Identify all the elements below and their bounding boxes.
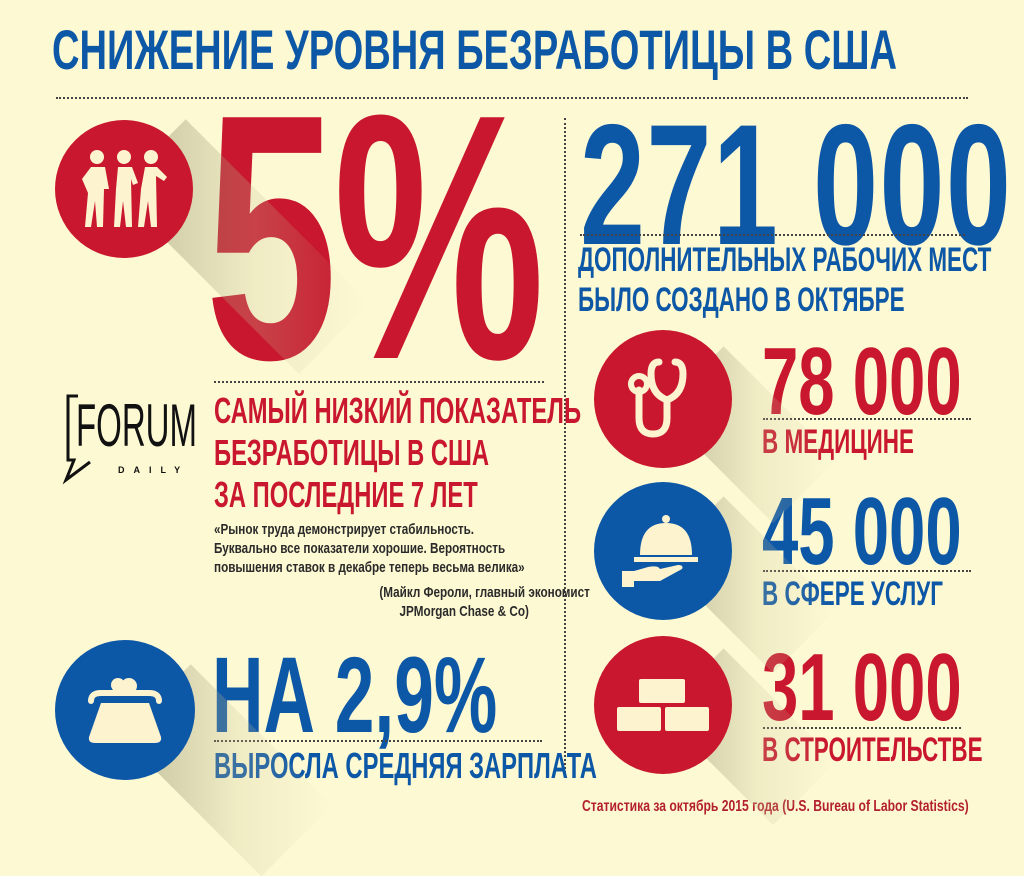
value-divider bbox=[763, 727, 961, 729]
value-divider bbox=[763, 570, 971, 572]
jobs-created-value: 271 000 bbox=[580, 89, 1013, 281]
sector-value: 31 000 bbox=[762, 634, 962, 741]
caption-line: БЕЗРАБОТИЦЫ В США bbox=[214, 432, 490, 473]
salary-growth-value: НА 2,9% bbox=[212, 634, 498, 755]
sector-label: В СФЕРЕ УСЛУГ bbox=[762, 575, 943, 613]
title-divider bbox=[56, 97, 968, 99]
speech-bubble-icon bbox=[62, 394, 91, 485]
caption-line: ЗА ПОСЛЕДНИЕ 7 ЛЕТ bbox=[214, 474, 478, 515]
caption-line: БЫЛО СОЗДАНО В ОКТЯБРЕ bbox=[578, 281, 905, 319]
page-title: СНИЖЕНИЕ УРОВНЯ БЕЗРАБОТИЦЫ В США bbox=[52, 18, 898, 81]
sector-value: 45 000 bbox=[762, 478, 962, 585]
quote-line: Буквально все показатели хорошие. Вероят… bbox=[214, 540, 506, 557]
salary-caption: ВЫРОСЛА СРЕДНЯЯ ЗАРПЛАТА bbox=[214, 745, 597, 786]
unemployment-rate-value: 5% bbox=[205, 42, 545, 433]
stethoscope-icon bbox=[594, 330, 732, 468]
caption-line: ДОПОЛНИТЕЛЬНЫХ РАБОЧИХ МЕСТ bbox=[578, 241, 992, 279]
caption-line: САМЫЙ НИЗКИЙ ПОКАЗАТЕЛЬ bbox=[214, 390, 582, 431]
value-divider bbox=[763, 418, 971, 420]
value-divider bbox=[214, 740, 542, 742]
bricks-icon bbox=[594, 636, 732, 774]
jobs-caption: ДОПОЛНИТЕЛЬНЫХ РАБОЧИХ МЕСТ БЫЛО СОЗДАНО… bbox=[578, 240, 1024, 320]
walking-people-icon bbox=[55, 120, 193, 258]
serving-tray-icon bbox=[594, 482, 732, 620]
quote: «Рынок труда демонстрирует стабильность.… bbox=[214, 520, 612, 577]
logo-sub: DAILY bbox=[118, 465, 190, 475]
value-divider bbox=[214, 381, 544, 383]
sector-label: В МЕДИЦИНЕ bbox=[762, 423, 914, 461]
value-divider bbox=[580, 234, 965, 236]
sector-label: В СТРОИТЕЛЬСТВЕ bbox=[762, 731, 983, 769]
sector-value: 78 000 bbox=[762, 328, 962, 435]
quote-line: «Рынок труда демонстрирует стабильность. bbox=[214, 521, 475, 538]
unemployment-caption: САМЫЙ НИЗКИЙ ПОКАЗАТЕЛЬ БЕЗРАБОТИЦЫ В СШ… bbox=[214, 390, 770, 516]
logo-name: FORUM bbox=[76, 392, 197, 459]
quote-line: повышения ставок в декабре теперь весьма… bbox=[214, 559, 525, 576]
forum-daily-logo: FORUM DAILY bbox=[60, 390, 197, 500]
attribution-line: JPMorgan Chase & Co) bbox=[399, 603, 529, 620]
purse-icon bbox=[55, 640, 195, 780]
quote-attribution: (Майкл Фероли, главный экономист JPMorga… bbox=[320, 583, 589, 621]
attribution-line: (Майкл Фероли, главный экономист bbox=[379, 584, 590, 601]
source-note: Статистика за октябрь 2015 года (U.S. Bu… bbox=[582, 798, 969, 815]
column-divider bbox=[564, 118, 566, 773]
